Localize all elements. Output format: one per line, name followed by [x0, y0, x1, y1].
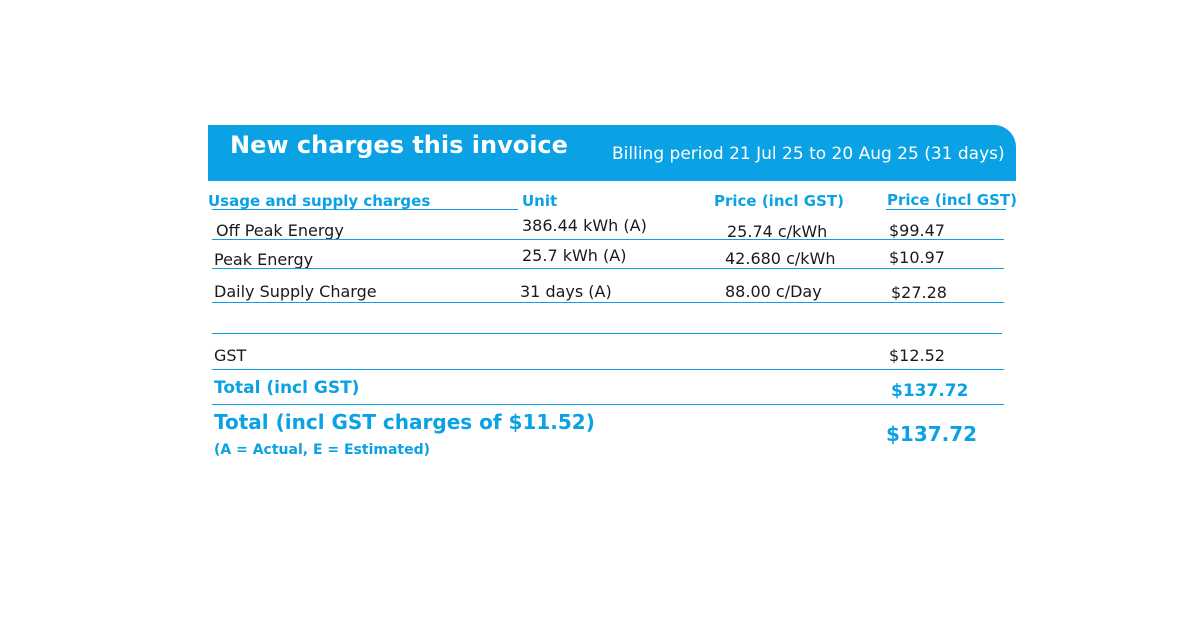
invoice-header-bar: New charges this invoice Billing period …	[208, 125, 1016, 181]
row-amount: $99.47	[889, 221, 945, 240]
row-divider	[212, 302, 1004, 303]
row-amount: $10.97	[889, 248, 945, 267]
total-label: Total (incl GST)	[214, 378, 360, 398]
total-divider	[212, 404, 1004, 405]
row-price: 88.00 c/Day	[725, 282, 822, 301]
column-header-description: Usage and supply charges	[208, 192, 431, 210]
invoice-title: New charges this invoice	[230, 131, 568, 159]
total-amount: $137.72	[891, 381, 969, 401]
row-price: 25.74 c/kWh	[727, 222, 828, 241]
gst-label: GST	[214, 346, 247, 365]
row-amount: $27.28	[891, 283, 947, 302]
grand-total-label: Total (incl GST charges of $11.52)	[214, 410, 595, 434]
gst-divider	[212, 369, 1004, 370]
header-divider	[886, 209, 1006, 210]
row-description: Peak Energy	[214, 250, 314, 269]
grand-total-amount: $137.72	[886, 422, 978, 446]
section-divider	[212, 333, 1002, 334]
row-divider	[212, 239, 1004, 240]
row-description: Off Peak Energy	[216, 221, 344, 240]
column-header-price: Price (incl GST)	[714, 192, 844, 210]
row-divider	[212, 268, 1004, 269]
gst-amount: $12.52	[889, 346, 945, 365]
row-unit: 386.44 kWh (A)	[522, 216, 647, 235]
column-header-unit: Unit	[522, 192, 558, 210]
row-unit: 25.7 kWh (A)	[522, 246, 627, 265]
column-header-amount: Price (incl GST)	[887, 191, 1017, 209]
row-unit: 31 days (A)	[520, 282, 612, 301]
row-description: Daily Supply Charge	[214, 282, 377, 301]
header-divider	[212, 209, 518, 210]
row-price: 42.680 c/kWh	[725, 249, 836, 268]
actual-estimated-note: (A = Actual, E = Estimated)	[214, 442, 431, 458]
billing-period: Billing period 21 Jul 25 to 20 Aug 25 (3…	[612, 144, 1005, 164]
